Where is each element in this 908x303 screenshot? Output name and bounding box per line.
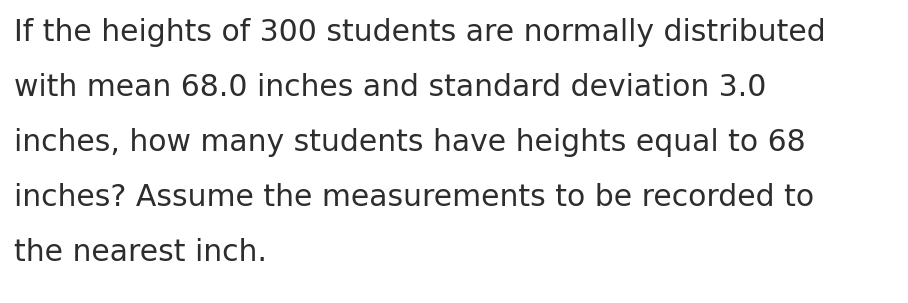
Text: inches? Assume the measurements to be recorded to: inches? Assume the measurements to be re… <box>14 183 814 212</box>
Text: If the heights of 300 students are normally distributed: If the heights of 300 students are norma… <box>14 18 825 47</box>
Text: inches, how many students have heights equal to 68: inches, how many students have heights e… <box>14 128 805 157</box>
Text: with mean 68.0 inches and standard deviation 3.0: with mean 68.0 inches and standard devia… <box>14 73 766 102</box>
Text: the nearest inch.: the nearest inch. <box>14 238 267 267</box>
